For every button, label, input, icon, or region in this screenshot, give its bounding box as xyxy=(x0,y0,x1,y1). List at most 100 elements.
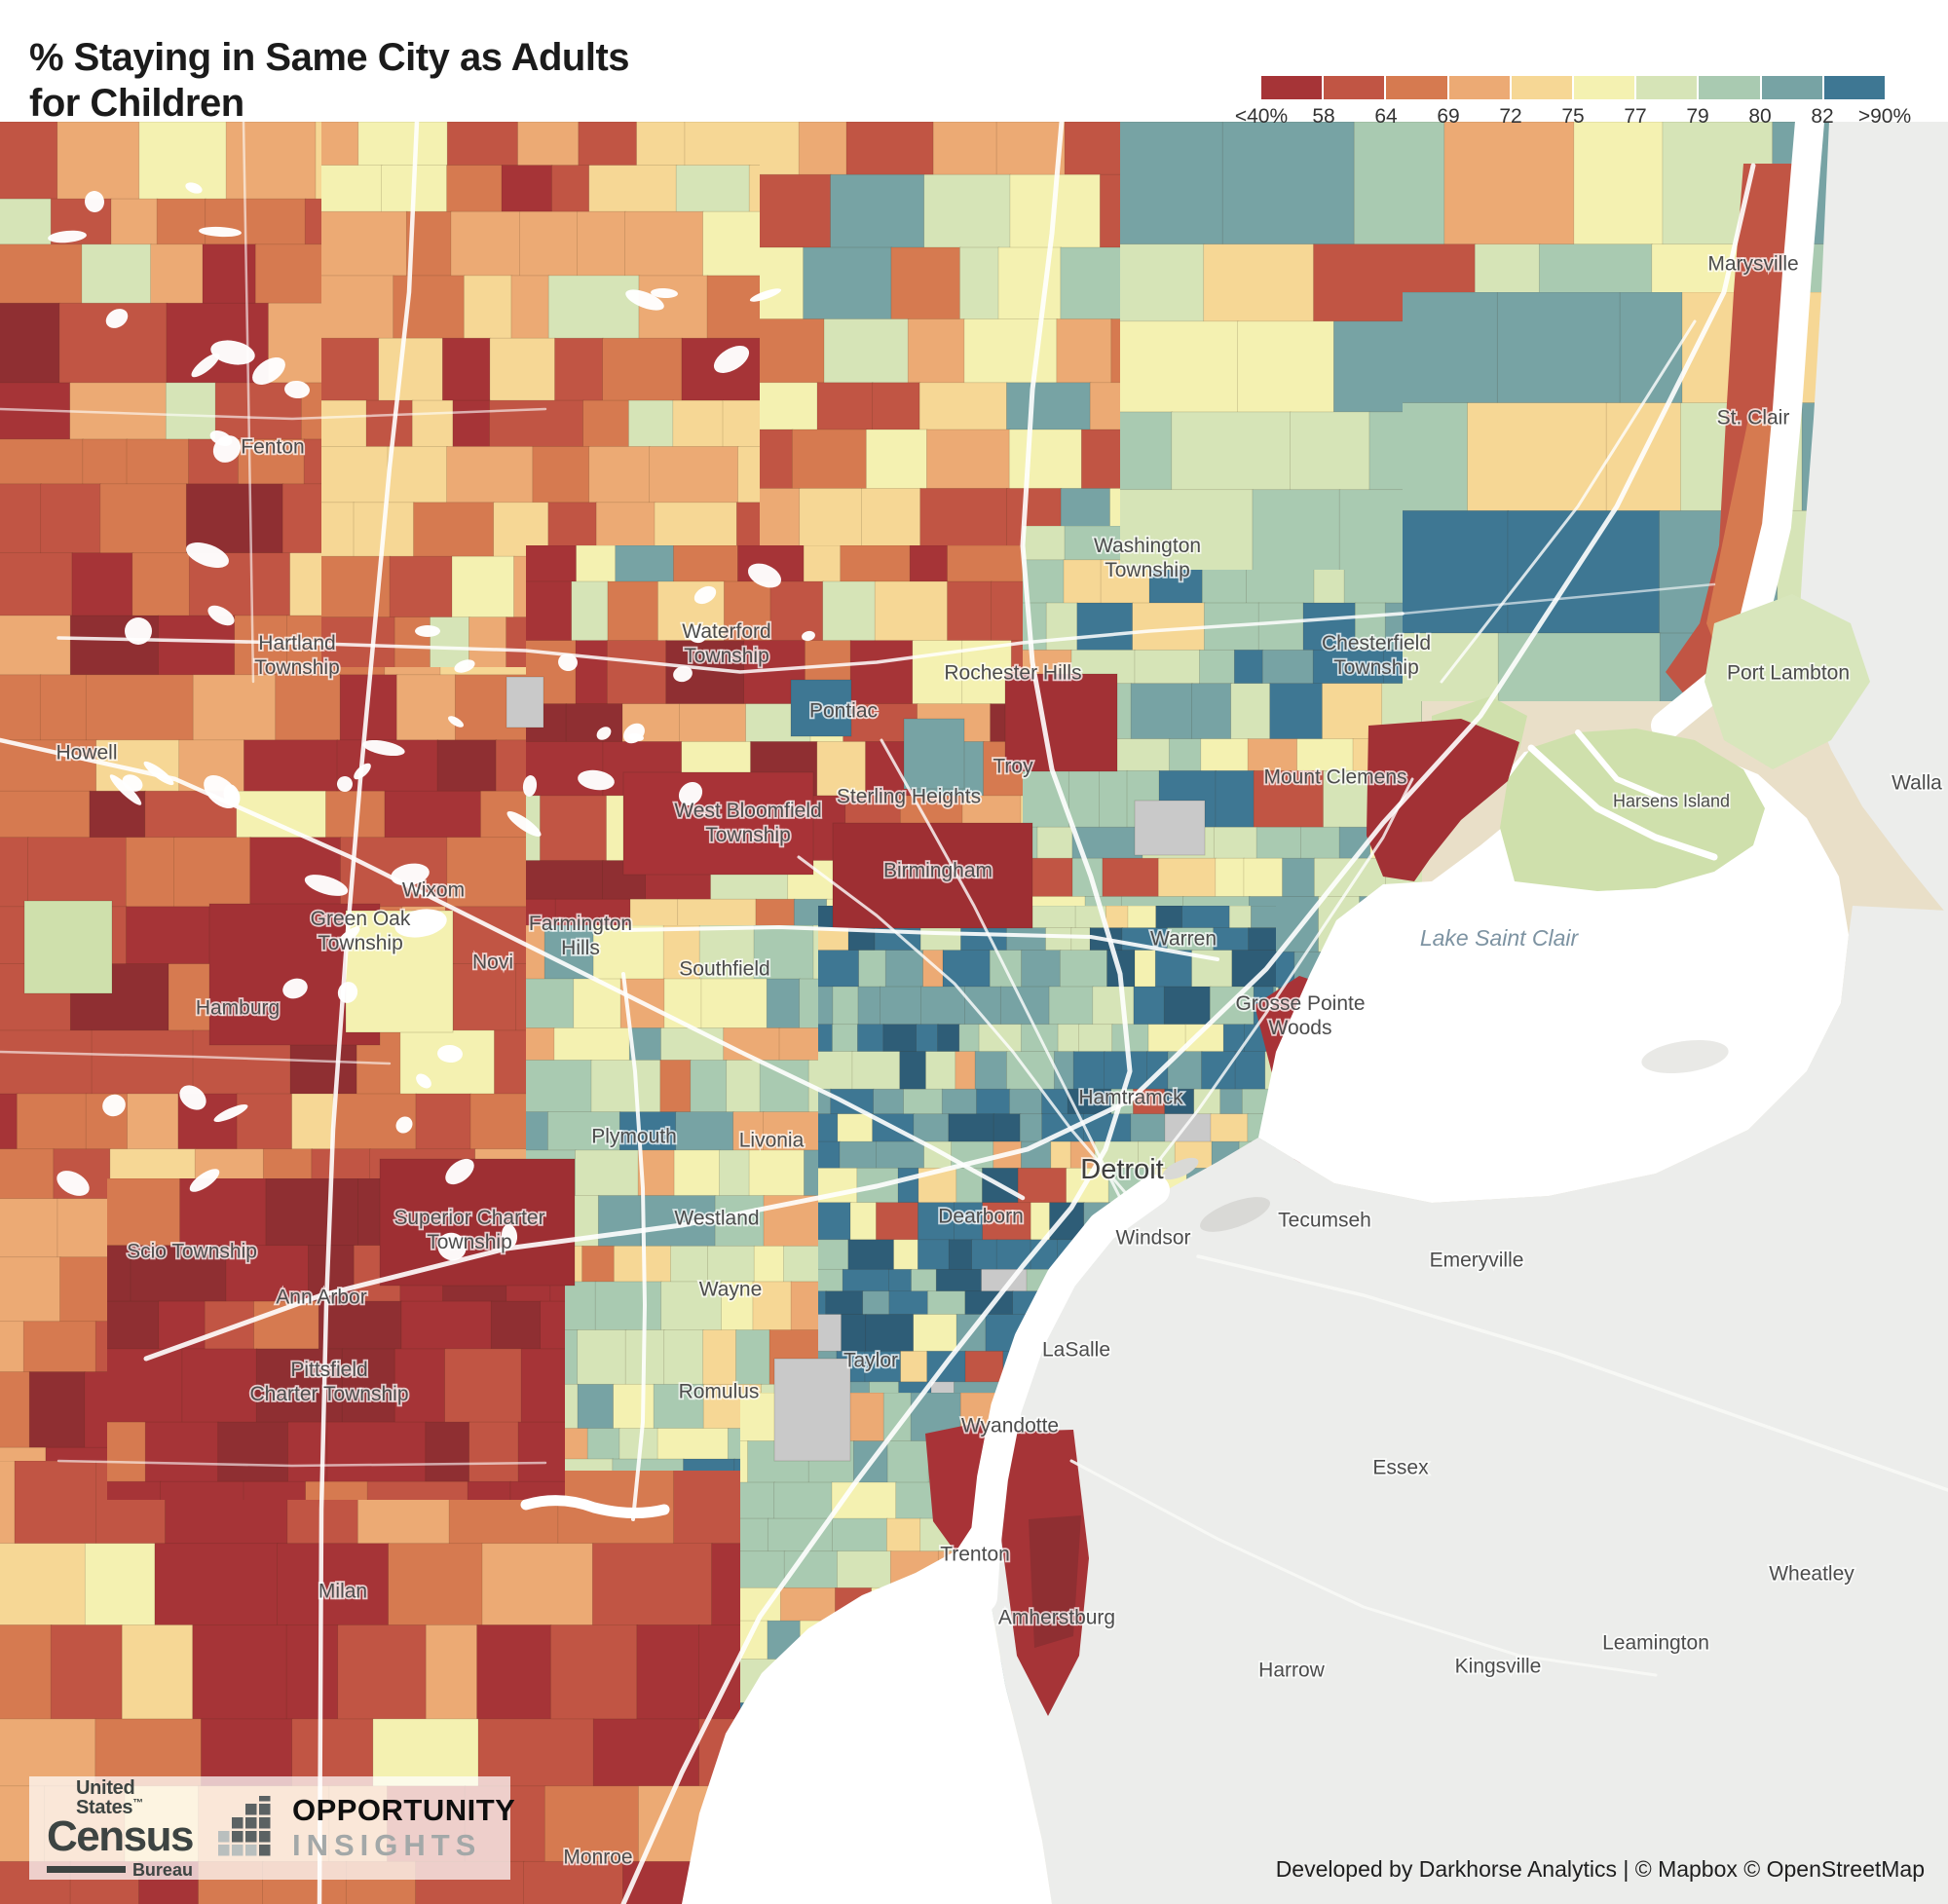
map-label-grossepointe-woods: Woods xyxy=(1269,1017,1332,1039)
map-label-hamtramck: Hamtramck xyxy=(1078,1086,1183,1108)
map-label-tecumseh: Tecumseh xyxy=(1278,1209,1371,1231)
map-label-farmington-hills: Hills xyxy=(561,937,600,959)
legend-swatch-9 xyxy=(1823,76,1886,99)
map-label-southfield: Southfield xyxy=(679,957,769,980)
map-label-livonia: Livonia xyxy=(739,1129,805,1151)
map-label-westbloomfield-township: West Bloomfield xyxy=(674,800,821,822)
zone-south-monroe xyxy=(0,1461,877,1904)
legend-swatch-5 xyxy=(1574,76,1635,99)
map-label-superiorcharter-township: Township xyxy=(427,1231,512,1253)
page-title: % Staying in Same City as Adults for Chil… xyxy=(29,36,630,125)
map-label-walla: Walla xyxy=(1892,771,1942,794)
map-label-trenton: Trenton xyxy=(940,1543,1010,1565)
map-label-rochesterhills: Rochester Hills xyxy=(944,661,1081,684)
map-label-hartland-township: Hartland xyxy=(258,632,335,654)
map-label-essex: Essex xyxy=(1372,1456,1429,1478)
map-label-taylor: Taylor xyxy=(843,1349,898,1371)
map-label-chesterfield-township: Chesterfield xyxy=(1322,632,1431,654)
legend-swatch-6 xyxy=(1636,76,1698,99)
map-label-novi: Novi xyxy=(472,951,513,973)
map-label-windsor: Windsor xyxy=(1115,1226,1190,1249)
map-label-waterford-township: Township xyxy=(684,645,769,667)
map-label-howell: Howell xyxy=(56,741,117,764)
map-label-dearborn: Dearborn xyxy=(938,1205,1024,1227)
legend-swatch-7 xyxy=(1699,76,1760,99)
map-label-romulus: Romulus xyxy=(679,1380,760,1402)
map-label-warren: Warren xyxy=(1150,927,1217,950)
geography-water-land xyxy=(394,122,1948,1904)
map-label-annarbor: Ann Arbor xyxy=(276,1286,366,1308)
legend-swatch-1 xyxy=(1324,76,1385,99)
map-label-mountclemens: Mount Clemens xyxy=(1263,765,1406,788)
legend-swatch-4 xyxy=(1511,76,1573,99)
map-label-pittsfield-chartertownship: Charter Township xyxy=(249,1383,408,1405)
map-label-kingsville: Kingsville xyxy=(1455,1655,1542,1677)
census-bureau-logo: United States™ Census Bureau xyxy=(47,1778,194,1880)
map-label-wyandotte: Wyandotte xyxy=(961,1414,1059,1437)
legend-color-bar xyxy=(1261,76,1886,99)
map-label-westland: Westland xyxy=(674,1207,759,1229)
map-label-troy: Troy xyxy=(993,755,1033,777)
legend-label-3: 69 xyxy=(1437,105,1460,128)
legend-swatch-3 xyxy=(1448,76,1510,99)
legend-label-9: 82 xyxy=(1811,105,1834,128)
map-label-sterlingheights: Sterling Heights xyxy=(837,785,981,807)
map-label-marysville: Marysville xyxy=(1707,252,1798,275)
map-label-washington-township: Township xyxy=(1105,559,1190,581)
map-label-westbloomfield-township: Township xyxy=(705,824,791,846)
map-label-wixom: Wixom xyxy=(402,878,465,901)
legend-label-4: 72 xyxy=(1499,105,1522,128)
legend-label-0: <40% xyxy=(1234,105,1289,128)
map-label-hamburg: Hamburg xyxy=(196,996,280,1019)
map-label-fenton: Fenton xyxy=(241,435,304,458)
map-label-milan: Milan xyxy=(318,1580,367,1602)
small-lakes xyxy=(48,182,815,1261)
road-network xyxy=(0,122,1948,1904)
census-logo-bureau: Bureau xyxy=(131,1859,193,1880)
map-label-birmingham: Birmingham xyxy=(883,859,993,881)
legend-label-1: 58 xyxy=(1312,105,1335,128)
map-label-superiorcharter-township: Superior Charter xyxy=(393,1207,544,1229)
opportunity-insights-logo: OPPORTUNITY INSIGHTS xyxy=(217,1792,516,1862)
bar-chart-icon xyxy=(217,1796,271,1856)
legend-label-5: 75 xyxy=(1561,105,1585,128)
map-attribution: Developed by Darkhorse Analytics | © Map… xyxy=(1275,1856,1925,1882)
zone-top-center xyxy=(760,122,1149,550)
legend-swatch-2 xyxy=(1386,76,1447,99)
logo-box: United States™ Census Bureau OPPORTUNITY… xyxy=(29,1776,515,1880)
legend-label-8: 80 xyxy=(1748,105,1772,128)
map-label-greenoak-township: Township xyxy=(318,932,403,954)
map-label-wheatley: Wheatley xyxy=(1769,1562,1854,1585)
census-logo-wordmark: Census xyxy=(47,1811,194,1860)
legend-label-6: 77 xyxy=(1624,105,1647,128)
map-label-portlambton: Port Lambton xyxy=(1727,661,1850,684)
map-label-monroe: Monroe xyxy=(563,1846,632,1868)
map-label-hartland-township: Township xyxy=(254,656,340,679)
map-label-detroit: Detroit xyxy=(1080,1154,1163,1185)
map-label-pontiac: Pontiac xyxy=(809,699,878,722)
map-label-greenoak-township: Green Oak xyxy=(311,908,411,930)
map-label-wayne: Wayne xyxy=(699,1278,763,1300)
legend-label-7: 79 xyxy=(1686,105,1709,128)
map-label-stclair: St. Clair xyxy=(1717,406,1790,429)
map-label-farmington-hills: Farmington xyxy=(529,913,632,935)
map-label-amherstburg: Amherstburg xyxy=(998,1606,1115,1628)
map-label-chesterfield-township: Township xyxy=(1333,656,1419,679)
map-label-sciotownship: Scio Township xyxy=(127,1240,257,1262)
legend-tick-labels: <40% 58 64 69 72 75 77 79 80 82 >90% xyxy=(1235,105,1911,131)
oi-logo-line1: OPPORTUNITY xyxy=(291,1792,516,1827)
legend-swatch-8 xyxy=(1761,76,1822,99)
oi-logo-line2: INSIGHTS xyxy=(291,1827,482,1862)
map-label-emeryville: Emeryville xyxy=(1430,1249,1524,1271)
map-label-plymouth: Plymouth xyxy=(591,1125,677,1147)
map-label-harrow: Harrow xyxy=(1258,1659,1326,1681)
map-label-lakesaintclair: Lake Saint Clair xyxy=(1420,925,1580,951)
legend-swatch-0 xyxy=(1261,76,1323,99)
map-label-leamington: Leamington xyxy=(1602,1631,1709,1654)
map-label-waterford-township: Waterford xyxy=(682,620,770,643)
map-label-pittsfield-chartertownship: Pittsfield xyxy=(290,1359,367,1381)
